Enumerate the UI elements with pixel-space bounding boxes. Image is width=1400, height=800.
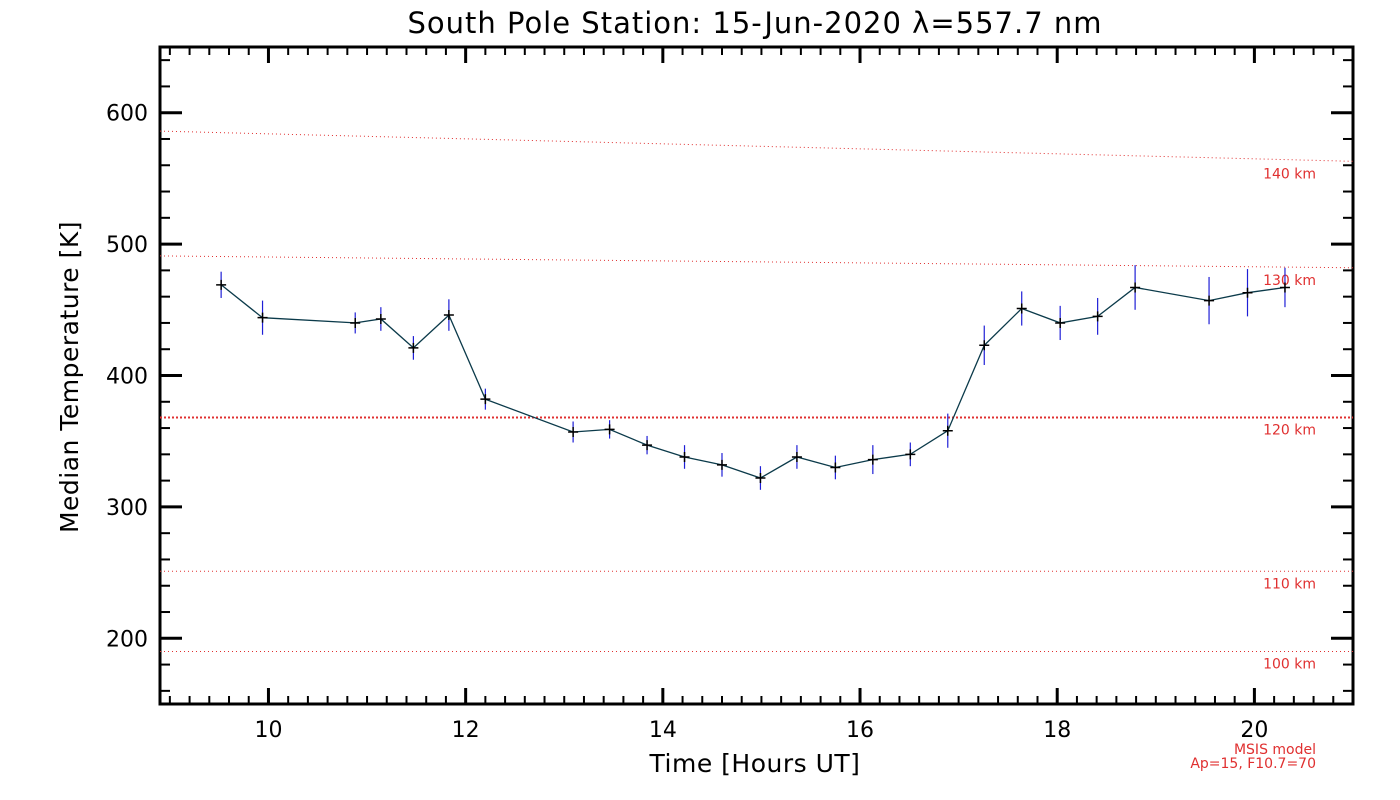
data-point [1242, 287, 1253, 298]
msis-model-note: MSIS model [1234, 742, 1316, 758]
data-point [979, 340, 990, 351]
data-point [905, 449, 916, 460]
data-point [1055, 317, 1066, 328]
data-point [1092, 311, 1103, 322]
reference-line-0 [159, 130, 1354, 162]
y-tick-label: 500 [106, 233, 148, 258]
data-point [867, 454, 878, 465]
data-point [791, 451, 802, 462]
data-point [1130, 282, 1141, 293]
x-tick-label: 18 [1043, 718, 1071, 743]
reference-label-1: 130 km [1263, 273, 1316, 289]
data-point [642, 440, 653, 451]
data-point [679, 451, 690, 462]
data-point [755, 472, 766, 483]
data-point [942, 425, 953, 436]
reference-label-4: 100 km [1263, 656, 1316, 672]
data-point [1204, 295, 1215, 306]
data-point [257, 312, 268, 323]
x-axis-label: Time [Hours UT] [649, 749, 861, 778]
reference-label-3: 110 km [1263, 576, 1316, 592]
reference-lines: 140 km 130 km 120 km 110 km 100 km [159, 130, 1354, 672]
chart-title: South Pole Station: 15-Jun-2020 λ=557.7 … [407, 6, 1102, 40]
data-point [830, 462, 841, 473]
x-tick-label: 20 [1240, 718, 1268, 743]
data-point [716, 459, 727, 470]
reference-label-0: 140 km [1263, 166, 1316, 182]
plot-frame [158, 45, 1355, 706]
tick-labels: 10 12 14 16 18 20 200 300 400 500 600 [106, 102, 1268, 743]
series-line-0 [220, 284, 1286, 479]
x-tick-label: 16 [846, 718, 874, 743]
x-tick-label: 10 [254, 718, 282, 743]
msis-params-note: Ap=15, F10.7=70 [1190, 756, 1316, 772]
reference-label-2: 120 km [1263, 423, 1316, 439]
y-tick-label: 600 [106, 102, 148, 127]
series-layer [216, 265, 1290, 490]
data-point [568, 427, 579, 438]
data-point [216, 279, 227, 290]
data-point [480, 394, 491, 405]
reference-line-1 [159, 255, 1354, 269]
x-tick-label: 12 [452, 718, 480, 743]
data-point [408, 342, 419, 353]
data-point [443, 310, 454, 321]
data-point [375, 313, 386, 324]
axis-ticks [160, 47, 1353, 704]
y-tick-label: 400 [106, 365, 148, 390]
x-tick-label: 14 [649, 718, 677, 743]
y-tick-label: 300 [106, 496, 148, 521]
y-axis-label: Median Temperature [K] [55, 221, 84, 533]
data-point [1016, 303, 1027, 314]
data-point [1279, 282, 1290, 293]
data-point [604, 424, 615, 435]
y-tick-label: 200 [106, 627, 148, 652]
data-point [350, 317, 361, 328]
